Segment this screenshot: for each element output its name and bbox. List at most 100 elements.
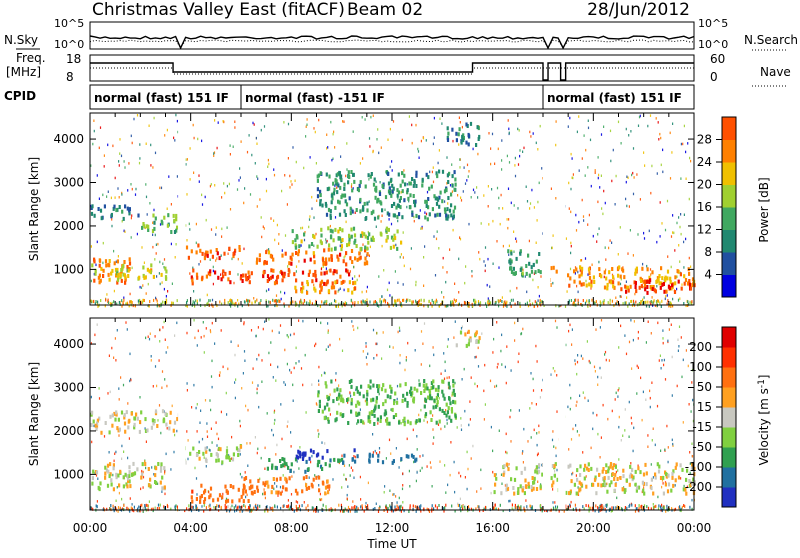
echo-cell bbox=[217, 275, 220, 280]
echo-cell bbox=[611, 472, 614, 477]
scatter-speck bbox=[649, 114, 652, 117]
echo-cell bbox=[209, 269, 212, 274]
echo-cell bbox=[684, 278, 688, 282]
echo-cell bbox=[247, 276, 250, 280]
ground-speck bbox=[506, 304, 508, 308]
scatter-speck bbox=[679, 225, 681, 229]
scatter-speck bbox=[592, 411, 594, 415]
echo-cell bbox=[437, 385, 440, 390]
scatter-speck bbox=[161, 281, 163, 284]
echo-cell bbox=[196, 275, 199, 280]
scatter-speck bbox=[519, 154, 521, 158]
echo-cell bbox=[197, 243, 200, 248]
ground-speck bbox=[409, 299, 411, 302]
scatter-speck bbox=[378, 447, 381, 450]
scatter-speck bbox=[272, 433, 274, 437]
ground-speck bbox=[434, 302, 436, 306]
echo-cell bbox=[95, 470, 99, 475]
scatter-speck bbox=[492, 262, 494, 265]
colorbar-tick-label: -15 bbox=[692, 420, 712, 434]
scatter-speck bbox=[575, 424, 577, 427]
scatter-speck bbox=[493, 337, 495, 341]
echo-cell bbox=[412, 455, 415, 459]
echo-cell bbox=[271, 274, 274, 279]
scatter-speck bbox=[617, 253, 619, 256]
scatter-speck bbox=[650, 191, 652, 195]
scatter-speck bbox=[459, 158, 461, 161]
scatter-speck bbox=[413, 215, 415, 219]
scatter-speck bbox=[444, 464, 446, 467]
echo-cell bbox=[129, 484, 132, 489]
echo-cell bbox=[430, 184, 433, 189]
scatter-speck bbox=[275, 294, 278, 297]
ground-speck bbox=[298, 504, 301, 508]
scatter-speck bbox=[665, 295, 667, 298]
echo-cell bbox=[223, 251, 226, 256]
echo-cell bbox=[620, 287, 623, 292]
scatter-speck bbox=[150, 355, 152, 358]
ground-speck bbox=[139, 509, 141, 513]
scatter-speck bbox=[625, 352, 628, 356]
scatter-speck bbox=[164, 470, 166, 473]
echo-cell bbox=[447, 406, 450, 411]
scatter-speck bbox=[604, 353, 606, 356]
scatter-speck bbox=[532, 389, 535, 392]
ground-speck bbox=[364, 505, 367, 509]
echo-cell bbox=[356, 412, 359, 417]
scatter-speck bbox=[582, 391, 584, 394]
colorbar-swatch bbox=[722, 207, 736, 230]
ground-speck bbox=[595, 504, 597, 508]
echo-cell bbox=[199, 499, 202, 504]
scatter-speck bbox=[290, 493, 293, 496]
scatter-speck bbox=[550, 187, 552, 190]
echo-cell bbox=[330, 379, 333, 384]
scatter-speck bbox=[287, 157, 289, 160]
cpid-segment-label: normal (fast) -151 IF bbox=[245, 91, 385, 105]
scatter-speck bbox=[449, 248, 451, 251]
echo-cell bbox=[267, 484, 270, 489]
ground-speck bbox=[253, 506, 255, 510]
scatter-speck bbox=[461, 125, 463, 129]
scatter-speck bbox=[113, 249, 115, 253]
scatter-speck bbox=[422, 342, 424, 345]
scatter-speck bbox=[477, 346, 479, 350]
ground-speck bbox=[395, 299, 397, 303]
echo-cell bbox=[659, 285, 662, 290]
echo-cell bbox=[130, 411, 133, 416]
ground-speck bbox=[110, 504, 112, 507]
echo-cell bbox=[328, 243, 331, 248]
echo-cell bbox=[579, 473, 582, 477]
scatter-speck bbox=[449, 184, 452, 187]
colorbar-swatch bbox=[722, 117, 736, 140]
ground-speck bbox=[431, 304, 433, 308]
echo-cell bbox=[315, 278, 318, 283]
scatter-speck bbox=[204, 195, 206, 199]
echo-cell bbox=[430, 418, 433, 422]
echo-cell bbox=[370, 211, 373, 216]
ground-speck bbox=[611, 299, 613, 303]
ground-speck bbox=[583, 507, 585, 511]
scatter-speck bbox=[688, 197, 690, 201]
scatter-speck bbox=[163, 266, 165, 269]
colorbar-tick-label: -100 bbox=[685, 460, 712, 474]
ground-speck bbox=[207, 301, 209, 305]
scatter-speck bbox=[537, 200, 539, 204]
scatter-speck bbox=[691, 368, 694, 372]
echo-cell bbox=[300, 287, 303, 292]
echo-cell bbox=[104, 259, 108, 264]
scatter-speck bbox=[304, 231, 306, 234]
scatter-speck bbox=[611, 409, 613, 413]
echo-cell bbox=[596, 467, 599, 472]
echo-cell bbox=[680, 286, 683, 291]
scatter-speck bbox=[198, 180, 200, 183]
scatter-speck bbox=[440, 372, 442, 375]
nave-tick-high: 60 bbox=[710, 52, 725, 66]
echo-cell bbox=[204, 252, 207, 257]
ground-speck bbox=[137, 299, 139, 303]
colorbar-swatch bbox=[722, 184, 736, 208]
scatter-speck bbox=[278, 242, 280, 245]
scatter-speck bbox=[592, 427, 594, 431]
scatter-speck bbox=[643, 237, 646, 240]
scatter-speck bbox=[441, 122, 443, 125]
scatter-speck bbox=[256, 142, 258, 145]
